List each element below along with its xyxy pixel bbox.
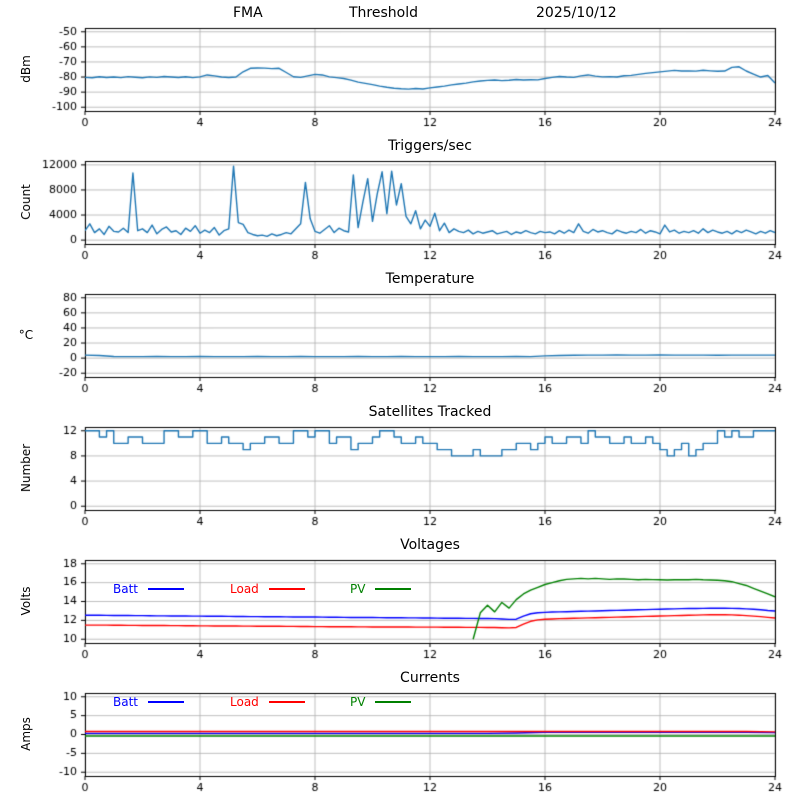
legend-line-pv: [375, 701, 412, 703]
legend-line-pv: [375, 588, 412, 590]
chart-title-triggers: Triggers/sec: [388, 138, 472, 154]
legend-item-pv: PV: [350, 582, 412, 596]
legend-item-batt: Batt: [113, 695, 184, 709]
temperature-plot-canvas: [0, 266, 800, 399]
currents-plot-canvas: [0, 665, 800, 798]
legend-line-load: [268, 701, 305, 703]
legend-label-load: Load: [230, 582, 259, 596]
legend-item-load: Load: [230, 695, 305, 709]
chart-temperature: Temperature °C: [0, 266, 800, 399]
y-axis-label-volts: Volts: [19, 586, 33, 616]
chart-title-voltages: Voltages: [400, 537, 460, 553]
fma-plot-canvas: [0, 0, 800, 133]
legend-label-batt: Batt: [113, 582, 138, 596]
y-axis-label-amps: Amps: [19, 717, 33, 751]
chart-title-temperature: Temperature: [385, 271, 475, 287]
currents-legend: Batt Load PV: [85, 695, 775, 713]
y-axis-label-count: Count: [19, 184, 33, 220]
chart-title-fma: FMA: [233, 5, 263, 21]
legend-line-batt: [148, 588, 184, 590]
chart-title-date: 2025/10/12: [536, 5, 617, 21]
triggers-plot-canvas: [0, 133, 800, 266]
legend-item-batt: Batt: [113, 582, 184, 596]
chart-triggers: Triggers/sec Count: [0, 133, 800, 266]
chart-satellites: Satellites Tracked Number: [0, 399, 800, 532]
legend-item-pv: PV: [350, 695, 412, 709]
chart-title-currents: Currents: [400, 670, 460, 686]
legend-line-load: [268, 588, 305, 590]
legend-label-load: Load: [230, 695, 259, 709]
voltages-plot-canvas: [0, 532, 800, 665]
chart-voltages: Voltages Volts Batt Load PV: [0, 532, 800, 665]
chart-fma-threshold: FMA Threshold 2025/10/12 dBm: [0, 0, 800, 133]
chart-currents: Currents Amps Batt Load PV: [0, 665, 800, 798]
y-axis-label-dbm: dBm: [19, 55, 33, 83]
chart-title-satellites: Satellites Tracked: [368, 404, 492, 420]
voltages-legend: Batt Load PV: [85, 582, 775, 600]
legend-label-pv: PV: [350, 582, 366, 596]
legend-label-pv: PV: [350, 695, 366, 709]
legend-line-batt: [148, 701, 184, 703]
y-axis-label-number: Number: [19, 443, 33, 493]
legend-label-batt: Batt: [113, 695, 138, 709]
satellites-plot-canvas: [0, 399, 800, 532]
chart-title-threshold: Threshold: [349, 5, 418, 21]
legend-item-load: Load: [230, 582, 305, 596]
y-axis-label-celsius: °C: [18, 328, 34, 342]
